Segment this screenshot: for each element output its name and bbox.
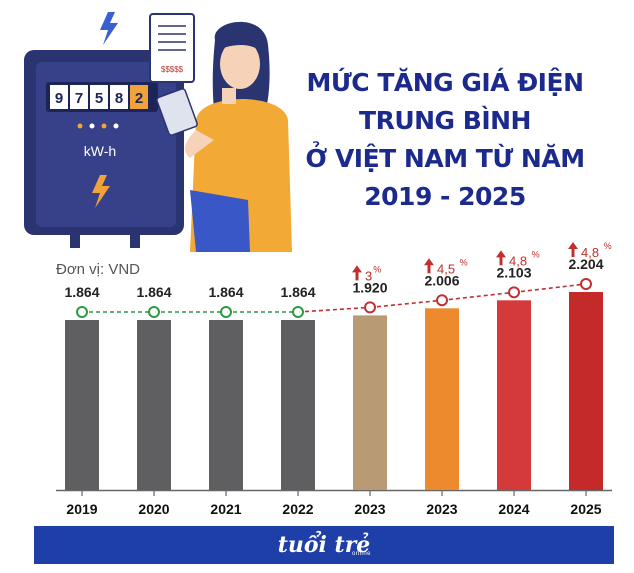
brand-logo-sub: online: [352, 551, 372, 557]
data-label: 1.920: [352, 279, 387, 295]
up-arrow-icon: [496, 250, 506, 258]
line-marker: [364, 301, 376, 314]
data-label: 1.864: [208, 284, 243, 300]
receipt-text: $$$$$: [161, 65, 184, 74]
line-marker: [508, 286, 520, 299]
bar: [425, 308, 459, 490]
data-label: 2.103: [496, 264, 531, 280]
footer-bar: tuổi trẻ online: [34, 526, 614, 564]
increase-label: 4,5: [437, 261, 455, 276]
meter-digit: 7: [75, 90, 83, 107]
title-line: Ở VIỆT NAM TỪ NĂM: [305, 144, 585, 173]
percent-symbol: %: [604, 241, 612, 251]
receipt-icon: $$$$$: [149, 13, 195, 83]
up-arrow-icon: [424, 258, 434, 266]
brand-logo: tuổi trẻ: [277, 532, 371, 558]
up-arrow-icon: [352, 265, 362, 273]
meter-unit-label: kW-h: [84, 143, 116, 159]
bar: [209, 320, 243, 490]
bar: [137, 320, 171, 490]
woman-figure: [156, 21, 292, 252]
meter-display: 9 7 5 8 2: [46, 82, 158, 112]
data-label: 1.864: [136, 284, 171, 300]
data-label: 1.864: [64, 284, 99, 300]
line-marker: [580, 278, 592, 290]
percent-symbol: %: [373, 264, 381, 274]
x-tick-label: 2023: [354, 501, 385, 517]
title-line: MỨC TĂNG GIÁ ĐIỆN: [306, 68, 585, 97]
meter-digit: 2: [135, 90, 143, 107]
line-marker: [292, 306, 304, 318]
line-marker: [436, 294, 448, 307]
title-line: 2019 - 2025: [364, 182, 526, 211]
percent-symbol: %: [460, 257, 468, 267]
up-arrow-icon: [568, 242, 578, 249]
bar: [65, 320, 99, 490]
lightning-bolt-icon: [92, 175, 110, 208]
bar: [497, 300, 531, 490]
x-tick-label: 2022: [282, 501, 313, 517]
up-arrow-stem: [427, 264, 431, 274]
up-arrow-stem: [571, 248, 575, 257]
line-marker: [220, 306, 232, 318]
up-arrow-stem: [499, 256, 503, 266]
data-label: 1.864: [280, 284, 315, 300]
bar: [281, 320, 315, 490]
unit-label: Đơn vị: VND: [56, 261, 141, 278]
rising-price-line: [513, 283, 587, 294]
title-line: TRUNG BÌNH: [359, 106, 531, 135]
electric-meter-illustration: 9 7 5 8 2 kW-h $$$$$: [24, 12, 292, 252]
x-tick-label: 2021: [210, 501, 241, 517]
meter-digit: 9: [55, 90, 63, 107]
x-tick-label: 2020: [138, 501, 169, 517]
x-tick-label: 2023: [426, 501, 457, 517]
line-marker: [76, 306, 88, 318]
meter-indicator-dots: [77, 123, 119, 129]
increase-label: 4,8: [581, 245, 599, 260]
bar: [569, 292, 603, 490]
meter-digit: 8: [115, 90, 123, 107]
increase-label: 4,8: [509, 253, 527, 268]
x-tick-label: 2019: [66, 501, 97, 517]
meter-digit: 5: [95, 90, 103, 107]
x-tick-label: 2024: [498, 501, 529, 517]
x-tick-label: 2025: [570, 501, 601, 517]
data-label: 2.204: [568, 256, 603, 272]
increase-label: 3: [365, 268, 372, 283]
line-marker: [148, 306, 160, 318]
rising-price-line: [441, 291, 515, 302]
rising-price-line: [297, 306, 371, 313]
percent-symbol: %: [532, 249, 540, 259]
bar: [353, 315, 387, 490]
lightning-bolt-icon: [100, 12, 118, 45]
rising-price-line: [369, 299, 443, 309]
data-label: 2.006: [424, 272, 459, 288]
up-arrow-stem: [355, 271, 359, 281]
